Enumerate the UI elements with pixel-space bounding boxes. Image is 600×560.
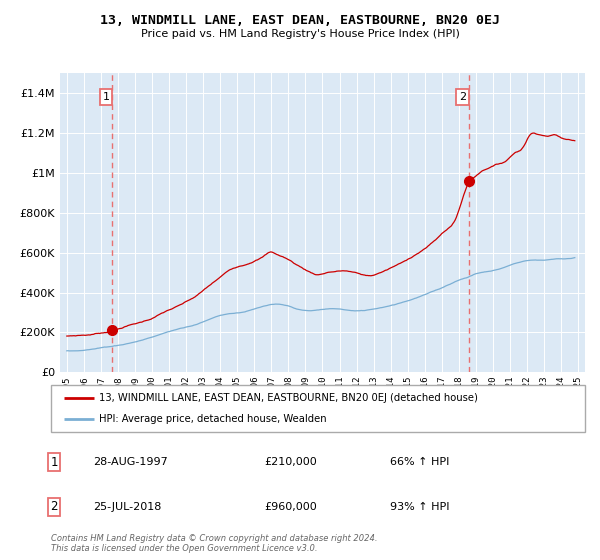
Text: Contains HM Land Registry data © Crown copyright and database right 2024.
This d: Contains HM Land Registry data © Crown c… — [51, 534, 377, 553]
Text: £210,000: £210,000 — [264, 457, 317, 467]
Text: HPI: Average price, detached house, Wealden: HPI: Average price, detached house, Weal… — [99, 414, 326, 424]
Text: 28-AUG-1997: 28-AUG-1997 — [93, 457, 168, 467]
Text: 2: 2 — [459, 92, 466, 102]
Text: £960,000: £960,000 — [264, 502, 317, 512]
Text: 2: 2 — [50, 500, 58, 514]
Text: 93% ↑ HPI: 93% ↑ HPI — [390, 502, 449, 512]
Text: 25-JUL-2018: 25-JUL-2018 — [93, 502, 161, 512]
Text: 66% ↑ HPI: 66% ↑ HPI — [390, 457, 449, 467]
Text: 13, WINDMILL LANE, EAST DEAN, EASTBOURNE, BN20 0EJ (detached house): 13, WINDMILL LANE, EAST DEAN, EASTBOURNE… — [99, 393, 478, 403]
Text: 1: 1 — [103, 92, 110, 102]
Text: Price paid vs. HM Land Registry's House Price Index (HPI): Price paid vs. HM Land Registry's House … — [140, 29, 460, 39]
FancyBboxPatch shape — [51, 385, 585, 432]
Text: 13, WINDMILL LANE, EAST DEAN, EASTBOURNE, BN20 0EJ: 13, WINDMILL LANE, EAST DEAN, EASTBOURNE… — [100, 14, 500, 27]
Text: 1: 1 — [50, 455, 58, 469]
